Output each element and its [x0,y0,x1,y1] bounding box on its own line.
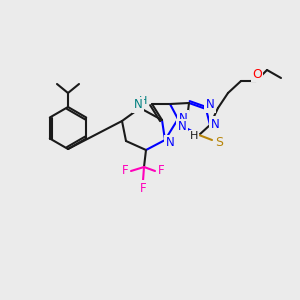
Text: F: F [158,164,164,178]
Text: F: F [140,182,146,194]
Text: N: N [178,112,188,124]
Text: N: N [134,98,142,112]
Text: H: H [139,96,147,106]
Text: O: O [252,68,262,80]
Text: N: N [178,121,186,134]
Text: S: S [215,136,223,149]
Text: H: H [190,131,198,141]
Text: N: N [211,118,219,130]
Text: F: F [122,164,128,178]
Text: N: N [206,98,214,112]
Text: N: N [166,136,174,149]
